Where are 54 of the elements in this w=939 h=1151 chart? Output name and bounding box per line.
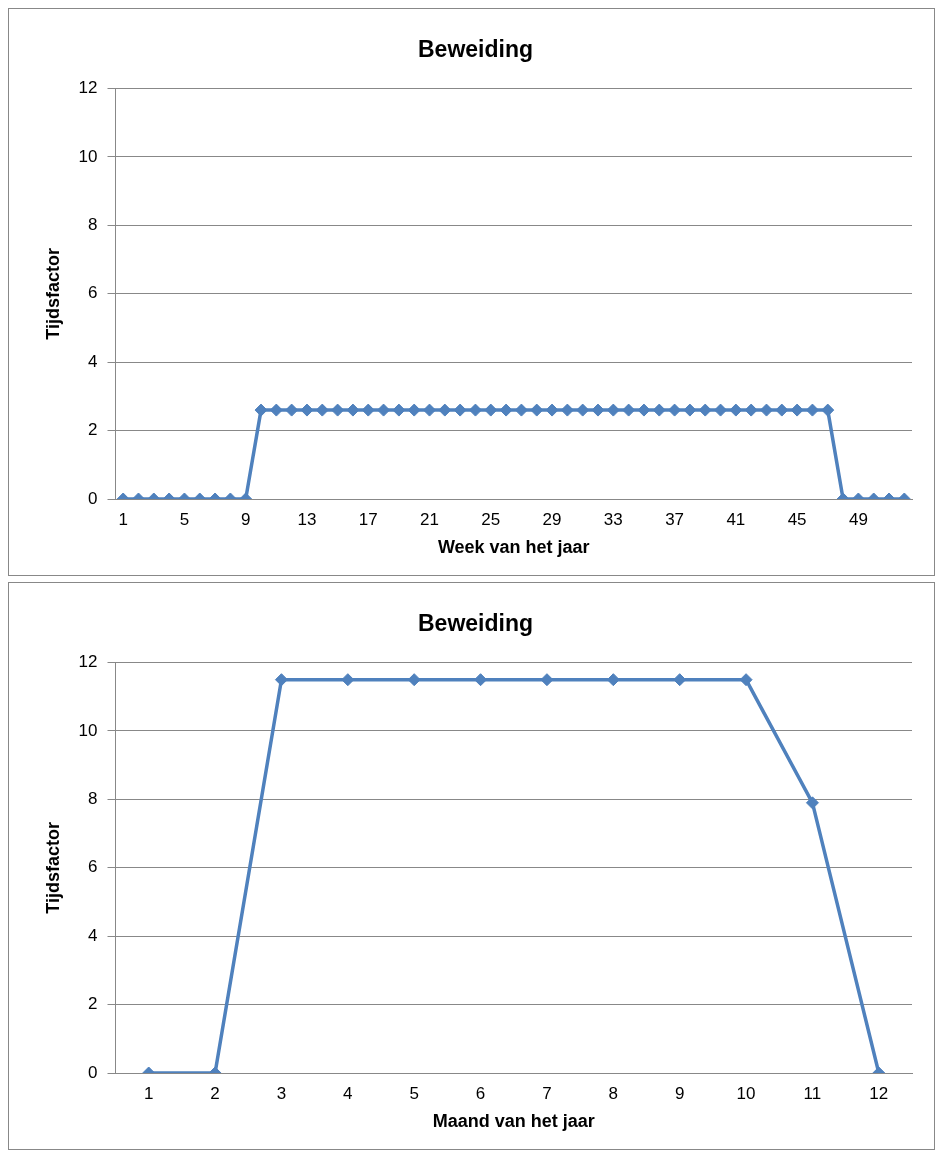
- y-tick-label: 2: [88, 420, 98, 440]
- x-tick-label: 17: [358, 509, 378, 529]
- x-tick-label: 29: [542, 509, 562, 529]
- x-tick-label: 21: [420, 509, 439, 529]
- x-tick-label: 12: [869, 1083, 889, 1103]
- point: [805, 796, 819, 810]
- x-tick-label: 1: [118, 509, 128, 529]
- y-tick-label: 4: [88, 925, 98, 945]
- y-tick-label: 0: [88, 1062, 98, 1082]
- x-tick-label: 3: [276, 1083, 287, 1103]
- y-tick-label: 8: [88, 215, 98, 235]
- x-tick-label: 1: [143, 1083, 154, 1103]
- y-tick-label: 4: [88, 351, 98, 371]
- y-tick-label: 12: [78, 78, 98, 98]
- x-axis-title: Maand van het jaar: [432, 1111, 595, 1132]
- point: [341, 673, 355, 687]
- x-tick-label: 9: [240, 509, 251, 529]
- x-tick-label: 7: [542, 1083, 552, 1103]
- y-tick-label: 8: [88, 789, 98, 809]
- y-tick-label: 10: [78, 146, 98, 166]
- x-tick-label: 9: [674, 1083, 685, 1103]
- point: [474, 673, 488, 687]
- x-tick-label: 25: [481, 509, 501, 529]
- x-tick-label: 8: [608, 1083, 619, 1103]
- x-tick-label: 33: [603, 509, 623, 529]
- x-tick-label: 5: [409, 1083, 419, 1103]
- x-tick-label: 37: [665, 509, 685, 529]
- y-tick-label: 12: [78, 652, 98, 672]
- x-tick-label: 41: [726, 509, 746, 529]
- x-tick-label: 45: [787, 509, 807, 529]
- y-tick-label: 6: [88, 857, 98, 877]
- x-tick-label: 4: [343, 1083, 353, 1103]
- point: [407, 673, 421, 687]
- y-axis-title: Tijdsfactor: [42, 247, 63, 340]
- point: [739, 673, 753, 687]
- chart-title: Beweiding: [417, 36, 534, 63]
- point: [606, 673, 620, 687]
- y-tick-label: 0: [88, 488, 98, 508]
- chart-title: Beweiding: [417, 610, 534, 637]
- point: [673, 673, 687, 687]
- x-tick-label: 13: [297, 509, 317, 529]
- x-tick-label: 10: [736, 1083, 756, 1103]
- x-tick-label: 6: [475, 1083, 486, 1103]
- x-tick-label: 2: [210, 1083, 220, 1103]
- point: [540, 673, 554, 687]
- point: [274, 673, 288, 687]
- y-tick-label: 2: [88, 994, 98, 1014]
- x-axis-title: Week van het jaar: [437, 537, 590, 558]
- x-tick-label: 49: [848, 509, 868, 529]
- y-tick-label: 10: [78, 720, 98, 740]
- y-tick-label: 6: [88, 283, 98, 303]
- y-axis-title: Tijdsfactor: [42, 821, 63, 914]
- x-tick-label: 11: [803, 1083, 822, 1103]
- x-tick-label: 5: [179, 509, 190, 529]
